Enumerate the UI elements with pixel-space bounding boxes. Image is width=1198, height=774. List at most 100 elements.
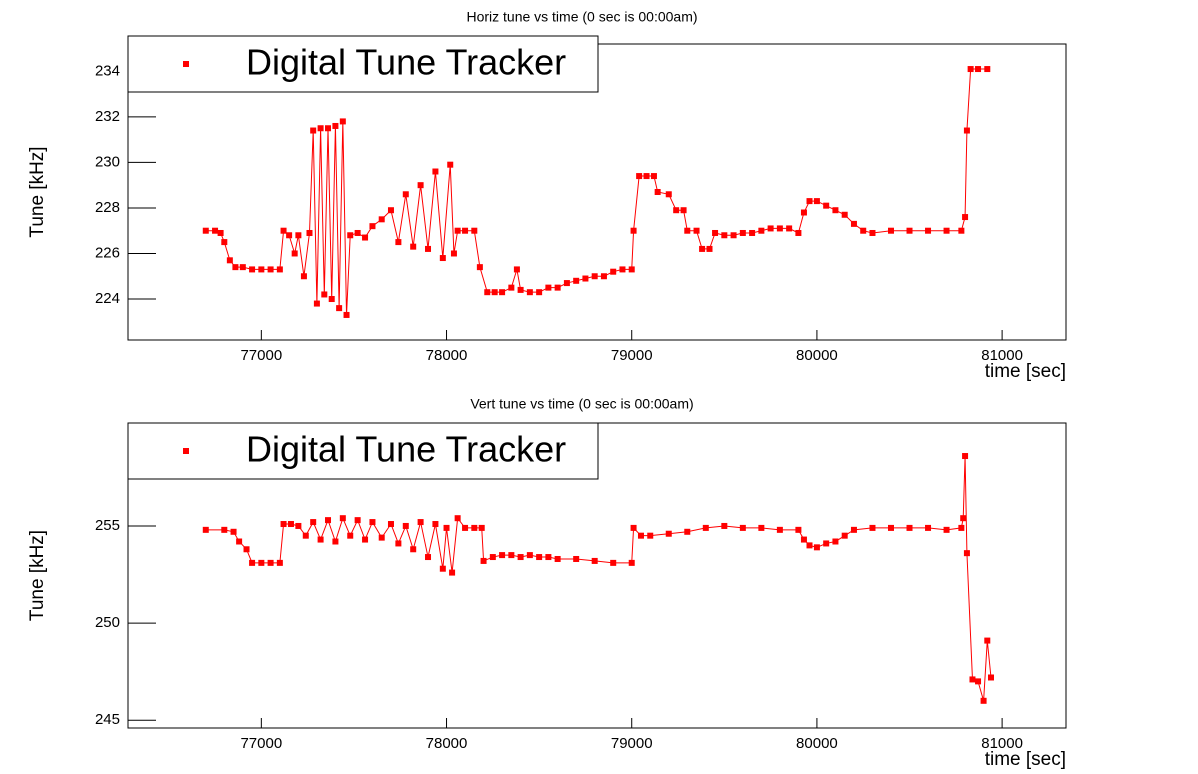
- data-point: [582, 275, 589, 282]
- data-point: [317, 536, 324, 543]
- data-point: [439, 255, 446, 262]
- data-point: [332, 122, 339, 129]
- data-point: [302, 532, 309, 539]
- data-point: [276, 559, 283, 566]
- data-point: [647, 532, 654, 539]
- legend-marker: [183, 448, 189, 454]
- data-point: [517, 554, 524, 561]
- data-point: [432, 168, 439, 175]
- data-point: [628, 559, 635, 566]
- data-point: [286, 232, 293, 239]
- chart-title: Vert tune vs time (0 sec is 00:00am): [470, 396, 693, 412]
- legend-box: [127, 422, 599, 480]
- data-point: [221, 239, 228, 246]
- data-point: [462, 524, 469, 531]
- data-point: [280, 521, 287, 528]
- data-point: [684, 227, 691, 234]
- series-line: [205, 456, 992, 701]
- data-point: [378, 534, 385, 541]
- data-point: [795, 526, 802, 533]
- data-point: [450, 250, 457, 257]
- data-point: [287, 521, 294, 528]
- data-point: [962, 214, 969, 221]
- data-point: [563, 280, 570, 287]
- data-point: [758, 524, 765, 531]
- data-point: [339, 515, 346, 522]
- data-point: [813, 198, 820, 205]
- data-point: [258, 559, 265, 566]
- data-point: [573, 555, 580, 562]
- data-point: [295, 232, 302, 239]
- data-point: [387, 207, 394, 214]
- data-point: [795, 229, 802, 236]
- data-point: [869, 229, 876, 236]
- data-point: [591, 557, 598, 564]
- data-point: [739, 229, 746, 236]
- data-point: [712, 229, 719, 236]
- data-point: [306, 229, 313, 236]
- data-point: [943, 227, 950, 234]
- data-point: [630, 227, 637, 234]
- data-point: [280, 227, 287, 234]
- data-point: [975, 66, 982, 73]
- y-axis-label: Tune [kHz]: [27, 146, 48, 237]
- data-point: [325, 125, 332, 132]
- data-point: [491, 289, 498, 296]
- data-point: [776, 526, 783, 533]
- data-point: [267, 266, 274, 273]
- data-point: [395, 540, 402, 547]
- data-point: [554, 284, 561, 291]
- data-point: [425, 554, 432, 561]
- x-tick-label: 80000: [796, 735, 838, 752]
- data-point: [610, 559, 617, 566]
- data-point: [673, 207, 680, 214]
- data-point: [980, 697, 987, 704]
- data-point: [332, 538, 339, 545]
- data-point: [962, 453, 969, 460]
- y-tick-label: 255: [95, 517, 120, 534]
- data-point: [369, 223, 376, 230]
- data-point: [410, 546, 417, 553]
- data-point: [508, 284, 515, 291]
- data-point: [776, 225, 783, 232]
- data-point: [454, 515, 461, 522]
- data-point: [721, 232, 728, 239]
- data-point: [339, 118, 346, 125]
- data-point: [967, 66, 974, 73]
- data-point: [721, 522, 728, 529]
- data-point: [850, 526, 857, 533]
- data-point: [230, 528, 237, 535]
- data-point: [489, 554, 496, 561]
- data-point: [439, 565, 446, 572]
- data-point: [906, 524, 913, 531]
- y-axis-label: Tune [kHz]: [27, 530, 48, 621]
- data-point: [387, 521, 394, 528]
- data-point: [650, 173, 657, 180]
- x-tick-label: 79000: [611, 735, 653, 752]
- data-point: [739, 524, 746, 531]
- data-point: [823, 202, 830, 209]
- x-tick-label: 81000: [981, 347, 1023, 364]
- data-point: [432, 521, 439, 528]
- data-point: [813, 544, 820, 551]
- data-point: [217, 229, 224, 236]
- data-point: [276, 266, 283, 273]
- data-point: [243, 546, 250, 553]
- data-point: [960, 515, 967, 522]
- data-point: [963, 127, 970, 134]
- data-point: [417, 519, 424, 526]
- data-point: [321, 291, 328, 298]
- data-point: [984, 637, 991, 644]
- data-point: [310, 127, 317, 134]
- data-point: [484, 289, 491, 296]
- data-point: [325, 517, 332, 524]
- data-point: [637, 532, 644, 539]
- data-point: [454, 227, 461, 234]
- data-point: [232, 264, 239, 271]
- x-tick-label: 79000: [611, 347, 653, 364]
- data-point: [643, 173, 650, 180]
- legend-marker: [183, 61, 189, 67]
- data-point: [975, 678, 982, 685]
- data-point: [906, 227, 913, 234]
- y-tick-label: 230: [95, 153, 120, 170]
